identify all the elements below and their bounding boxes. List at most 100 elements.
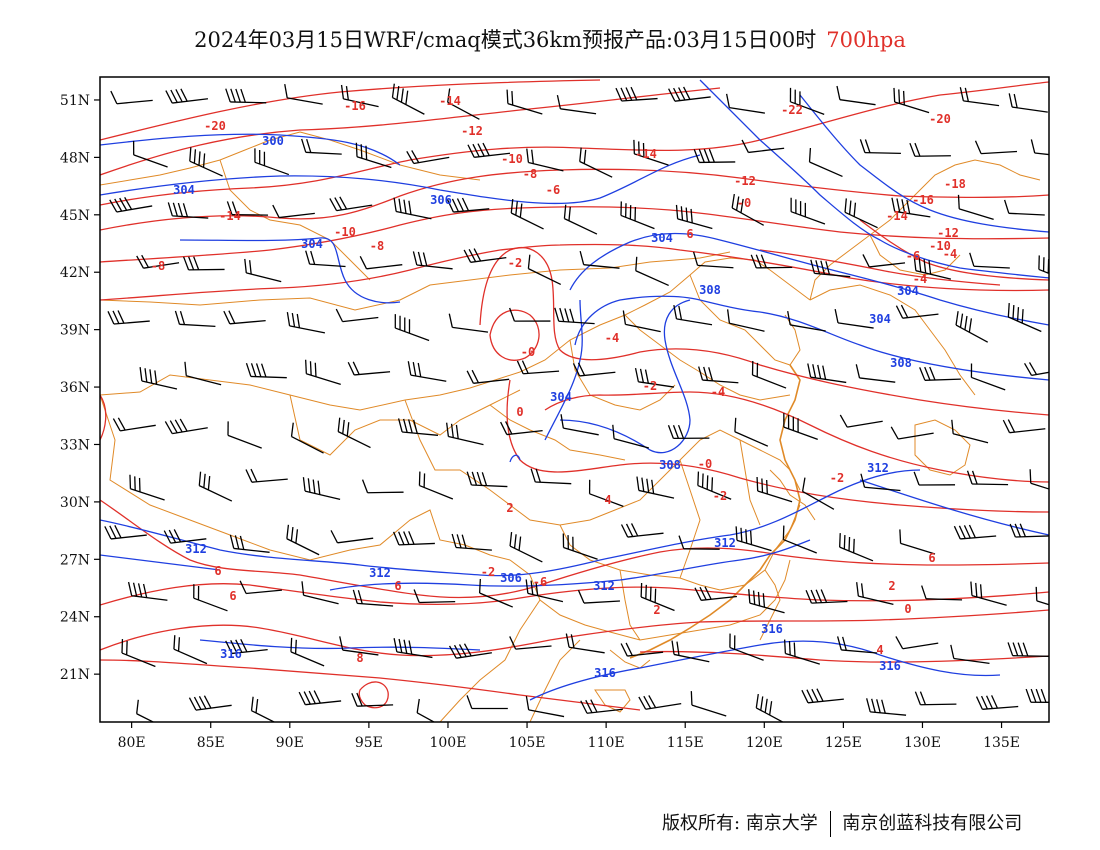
lon-tick-label: 85E	[197, 735, 225, 751]
wind-barb	[891, 197, 931, 218]
wind-barb	[913, 471, 956, 486]
wind-barb	[525, 695, 565, 718]
wind-barb	[286, 311, 326, 334]
wind-barb	[225, 88, 267, 104]
temperature-label: -14	[886, 209, 908, 223]
wind-barb	[352, 589, 394, 607]
wind-barb	[667, 424, 710, 440]
lon-tick-label: 95E	[355, 735, 383, 751]
wind-barb	[305, 359, 341, 386]
wind-barb	[970, 581, 1007, 606]
temperature-label: -0	[698, 457, 712, 471]
wind-barb	[337, 417, 371, 449]
wind-barb	[748, 589, 785, 614]
wind-barb	[406, 150, 450, 165]
wind-barb	[735, 526, 772, 552]
wind-barb	[509, 307, 551, 322]
temperature-label: -10	[501, 152, 523, 166]
wind-barb	[1030, 139, 1049, 156]
wind-barb	[860, 473, 901, 492]
wind-barb	[225, 638, 268, 655]
wind-barb	[675, 204, 713, 230]
height-label: 304	[869, 312, 891, 326]
wind-barb	[782, 525, 817, 554]
wind-barb	[139, 367, 178, 390]
footer-separator	[829, 811, 831, 837]
wind-barb	[690, 691, 727, 717]
wind-barb	[109, 196, 153, 213]
wind-barb	[290, 637, 325, 667]
temperature-label: -8	[523, 167, 537, 181]
wind-barb	[579, 147, 613, 178]
org-chuanglan: 南京创蓝科技有限公司	[842, 813, 1023, 834]
lon-tick-label: 90E	[276, 735, 304, 751]
lon-tick-label: 80E	[118, 735, 146, 751]
wind-barb	[413, 589, 456, 604]
wind-barb	[635, 256, 669, 287]
temperature-label: -2	[713, 489, 727, 503]
wind-barb	[226, 201, 269, 216]
wind-barb	[1007, 642, 1049, 657]
wind-barb	[565, 633, 605, 654]
wind-barb	[974, 140, 1018, 155]
wind-barb	[301, 581, 339, 605]
wind-barb	[1029, 469, 1049, 490]
temperature-label: -16	[912, 193, 934, 207]
wind-barb	[588, 479, 624, 507]
wind-barb	[914, 691, 957, 706]
wind-barb	[516, 360, 560, 375]
wind-barb	[579, 250, 620, 269]
wind-barb	[448, 643, 492, 659]
wind-barb	[254, 148, 290, 176]
temperature-label: 0	[904, 602, 911, 616]
copyright-label: 版权所有:	[662, 813, 741, 834]
height-label: 306	[500, 571, 522, 585]
wind-barb	[633, 139, 669, 166]
temperature-label: 2	[506, 501, 513, 515]
wind-barb	[245, 362, 287, 379]
wind-barb	[393, 531, 435, 546]
wind-barb	[129, 474, 165, 501]
wind-barb	[136, 254, 180, 269]
temperature-label: -12	[734, 174, 756, 188]
wind-barb	[725, 93, 766, 114]
lon-tick-label: 125E	[825, 735, 862, 751]
wind-barb	[562, 533, 598, 560]
wind-barb	[1038, 255, 1049, 275]
wind-barb	[284, 84, 323, 105]
wind-barb	[1035, 586, 1049, 606]
wind-barb	[783, 639, 820, 665]
wind-barb	[622, 310, 661, 333]
wind-barb	[290, 422, 324, 454]
wind-barb	[302, 477, 341, 501]
wind-barb	[899, 529, 936, 555]
temperature-label: -2	[481, 565, 495, 579]
wind-barb	[1023, 362, 1049, 377]
temperature-label: -0	[737, 196, 751, 210]
temperature-label: 6	[394, 579, 401, 593]
temperature-label: 4	[604, 493, 611, 507]
wind-barb	[394, 314, 430, 342]
wind-barb	[335, 308, 379, 323]
wind-barb	[734, 417, 769, 447]
wind-barb	[466, 369, 510, 384]
wind-barb	[866, 698, 907, 716]
wind-barb	[729, 633, 764, 661]
wind-barb	[339, 636, 379, 656]
longitude-axis: 80E 85E 90E 95E 100E 105E 110E 115E 120E 125E 130E…	[118, 722, 1020, 751]
wind-barb	[950, 644, 990, 664]
temperature-label: -20	[929, 112, 951, 126]
wind-barb	[107, 310, 150, 325]
wind-barb	[913, 256, 952, 280]
wind-barb	[244, 258, 282, 283]
lon-tick-label: 135E	[983, 735, 1020, 751]
temperature-label: 2	[888, 579, 895, 593]
wind-barb	[298, 690, 342, 706]
temperature-label: -12	[461, 124, 483, 138]
wind-barb	[921, 585, 963, 601]
map-frame	[99, 76, 1050, 723]
lon-tick-label: 100E	[429, 735, 466, 751]
wind-barb	[572, 362, 616, 377]
wind-barb	[836, 636, 878, 654]
wind-barb	[509, 636, 552, 650]
